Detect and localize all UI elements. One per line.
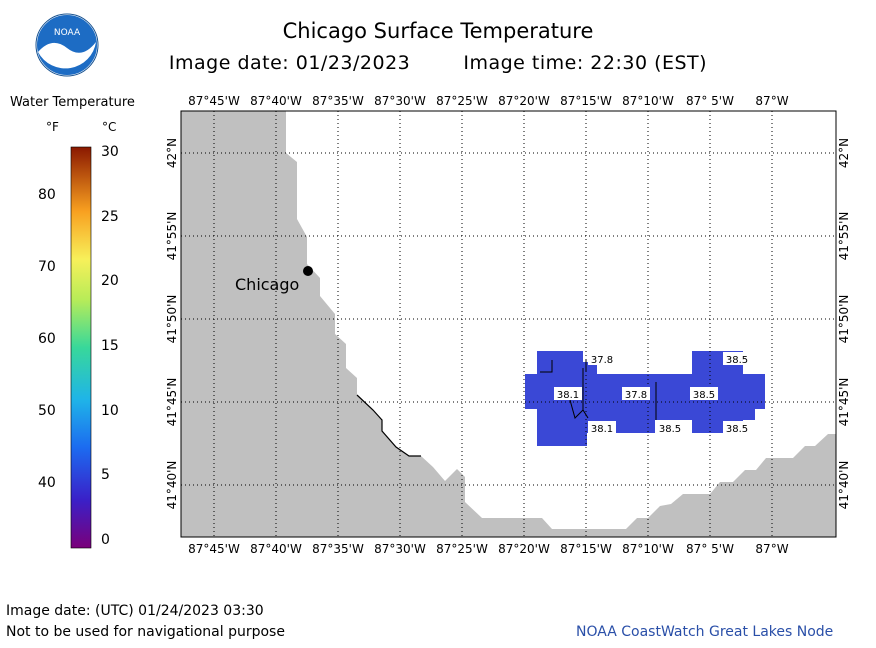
legend-tick-f: 50	[38, 402, 56, 419]
image-datetime: Image date: 01/23/2023 Image time: 22:30…	[0, 52, 876, 74]
image-date: Image date: 01/23/2023	[168, 52, 411, 74]
legend-unit-f: °F	[46, 120, 59, 134]
temperature-label: 38.5	[693, 390, 715, 401]
legend-tick-c: 5	[101, 467, 110, 484]
footer-disclaimer: Not to be used for navigational purpose	[6, 624, 285, 640]
lon-label-bottom: 87° 5'W	[686, 542, 734, 556]
temperature-label: 37.8	[625, 390, 647, 401]
lon-label-bottom: 87°20'W	[498, 542, 550, 556]
lon-label-top: 87°35'W	[312, 94, 364, 108]
legend-tick-c: 10	[101, 402, 119, 419]
lat-label-right: 42°N	[837, 138, 851, 168]
temperature-label-box	[588, 421, 616, 434]
land-west	[181, 111, 836, 537]
temperature-label: 38.1	[591, 424, 613, 435]
noaa-logo-icon: NOAA	[35, 13, 99, 77]
lon-label-bottom: 87°30'W	[374, 542, 426, 556]
legend-tick-c: 20	[101, 273, 119, 290]
patch-contours	[540, 360, 657, 420]
footer-credit: NOAA CoastWatch Great Lakes Node	[576, 624, 834, 640]
lat-label-right: 41°40'N	[837, 461, 851, 510]
lon-label-bottom: 87°25'W	[436, 542, 488, 556]
lon-label-bottom: 87°35'W	[312, 542, 364, 556]
legend-title: Water Temperature	[10, 95, 135, 110]
lat-label-left: 41°40'N	[165, 461, 179, 510]
temperature-label-box	[588, 352, 616, 365]
lon-label-top: 87° 5'W	[686, 94, 734, 108]
lon-label-top: 87°15'W	[560, 94, 612, 108]
lon-label-top: 87°30'W	[374, 94, 426, 108]
temperature-label-box	[622, 387, 650, 400]
lat-label-left: 42°N	[165, 138, 179, 168]
lon-label-top: 87°10'W	[622, 94, 674, 108]
lon-label-bottom: 87°40'W	[250, 542, 302, 556]
lat-label-right: 41°45'N	[837, 378, 851, 427]
temperature-label: 37.8	[591, 355, 613, 366]
noaa-logo-text: NOAA	[54, 28, 81, 38]
lat-label-right: 41°50'N	[837, 295, 851, 344]
legend-tick-c: 0	[101, 532, 110, 548]
lon-label-bottom: 87°15'W	[560, 542, 612, 556]
legend-color-bar	[70, 146, 92, 549]
temperature-label-box	[723, 421, 751, 434]
city-marker	[303, 266, 313, 276]
image-time: Image time: 22:30 (EST)	[463, 52, 708, 74]
legend-tick-f: 70	[38, 258, 56, 275]
page-title: Chicago Surface Temperature	[282, 19, 594, 43]
legend-unit-c: °C	[102, 120, 117, 134]
lon-label-top: 87°W	[755, 94, 788, 108]
lon-label-top: 87°25'W	[436, 94, 488, 108]
temperature-label-box	[656, 421, 684, 434]
city-label: Chicago	[235, 275, 299, 294]
temperature-label: 38.5	[726, 424, 748, 435]
lat-label-left: 41°50'N	[165, 295, 179, 344]
lon-label-bottom: 87°45'W	[188, 542, 240, 556]
temperature-label: 38.5	[726, 355, 748, 366]
lat-label-right: 41°55'N	[837, 212, 851, 261]
lon-label-top: 87°20'W	[498, 94, 550, 108]
lon-label-top: 87°45'W	[188, 94, 240, 108]
temperature-label-box	[554, 387, 582, 400]
map-frame	[180, 110, 837, 538]
legend-tick-f: 40	[38, 474, 56, 491]
temperature-label-box	[723, 352, 751, 365]
lat-label-left: 41°45'N	[165, 378, 179, 427]
coastline	[356, 394, 421, 457]
legend-tick-f: 60	[38, 330, 56, 347]
legend-tick-c: 15	[101, 338, 119, 354]
lat-label-left: 41°55'N	[165, 212, 179, 261]
map-grid	[181, 111, 836, 537]
lon-label-bottom: 87°10'W	[622, 542, 674, 556]
lon-label-top: 87°40'W	[250, 94, 302, 108]
footer-utc-date: Image date: (UTC) 01/24/2023 03:30	[6, 603, 264, 619]
legend-tick-f: 80	[38, 187, 56, 204]
temperature-label: 38.1	[557, 390, 579, 401]
legend-tick-c: 30	[101, 144, 119, 160]
temperature-label-box	[690, 387, 718, 400]
temperature-label: 38.5	[659, 424, 681, 435]
legend-tick-c: 25	[101, 208, 119, 225]
lon-label-bottom: 87°W	[755, 542, 788, 556]
